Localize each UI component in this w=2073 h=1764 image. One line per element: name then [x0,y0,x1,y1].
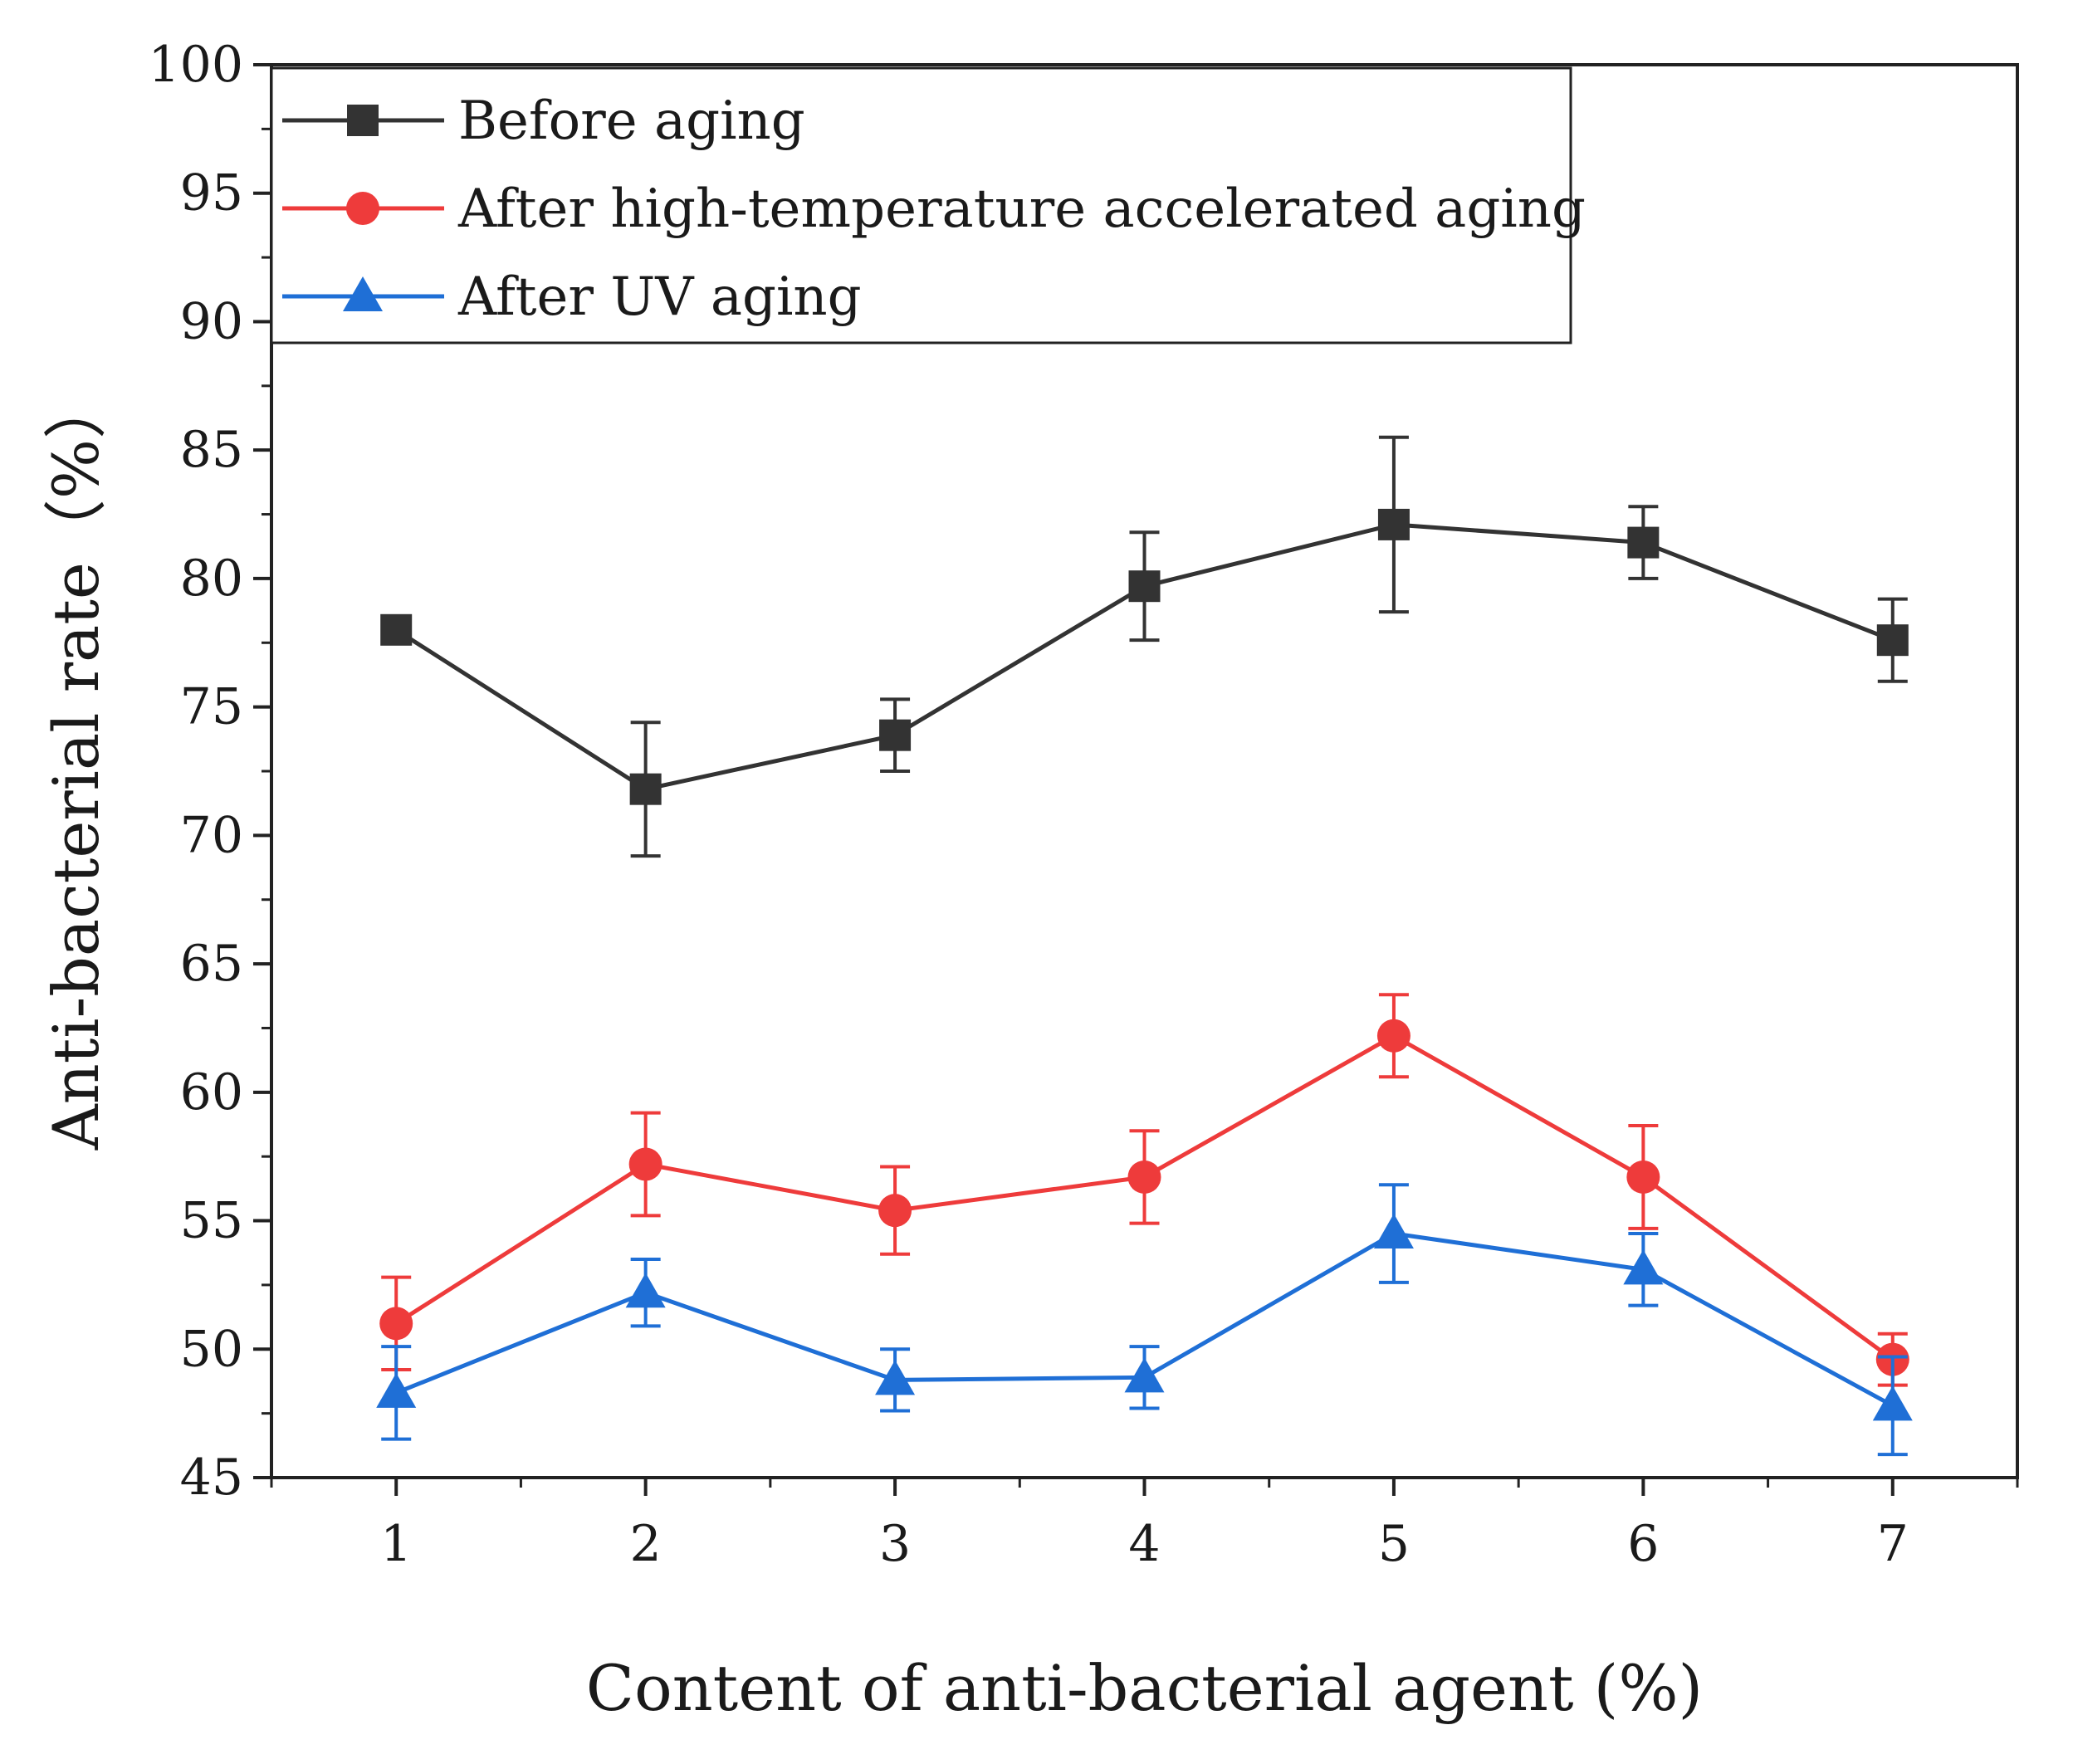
data-point [376,1372,417,1408]
legend: Before aging After high-temperature accel… [270,66,1586,344]
series-layer [376,435,1913,1457]
y-tick-label: 45 [180,1449,243,1507]
legend-marker [346,192,379,225]
data-point [1128,570,1161,603]
data-point [1627,526,1660,559]
series-2 [376,1183,1913,1457]
x-axis-title: Content of anti-bacterial agent (%) [586,1651,1703,1725]
data-point [629,773,662,805]
legend-box [270,66,1572,344]
legend-marker [343,276,383,311]
y-tick-label: 70 [180,806,243,864]
data-point [380,613,413,646]
series-1 [379,993,1909,1387]
data-point [1876,624,1909,657]
legend-label: After high-temperature accelerated aging [457,178,1586,240]
x-tick-label: 3 [879,1515,911,1573]
data-point [1623,1249,1664,1285]
y-axis-title: Anti-bacterial rate（%） [39,376,113,1151]
legend-label: Before aging [458,90,805,152]
data-point [1124,1357,1165,1393]
y-tick-label: 100 [148,36,243,94]
y-tick-label: 55 [180,1192,243,1250]
x-tick-label: 2 [630,1515,662,1573]
data-point [628,1147,662,1181]
x-axis: 1 2 3 4 5 6 7 [270,1478,2019,1573]
x-tick-label: 1 [380,1515,412,1573]
data-point [625,1273,666,1308]
data-point [1376,1019,1411,1053]
y-tick-label: 75 [180,678,243,736]
y-tick-label: 60 [180,1063,243,1121]
x-tick-label: 6 [1627,1515,1659,1573]
y-axis: 45 50 55 60 65 70 75 80 85 90 95 100 [148,36,271,1507]
y-tick-label: 90 [180,292,243,350]
y-tick-label: 65 [180,935,243,993]
data-point [1373,1214,1414,1249]
data-point [875,1360,916,1395]
y-tick-label: 50 [180,1320,243,1378]
data-point [1626,1160,1660,1194]
data-point [878,1194,912,1228]
x-tick-label: 4 [1128,1515,1160,1573]
series-0 [380,435,1909,858]
data-point [1872,1385,1913,1421]
y-tick-label: 85 [180,421,243,479]
data-point [379,1307,413,1341]
legend-marker [347,105,379,136]
data-point [879,719,912,751]
x-tick-label: 5 [1378,1515,1410,1573]
y-tick-label: 80 [180,550,243,608]
x-tick-label: 7 [1877,1515,1909,1573]
data-point [1377,508,1410,540]
legend-label: After UV aging [457,266,862,328]
data-point [1127,1160,1161,1194]
y-tick-label: 95 [180,164,243,222]
